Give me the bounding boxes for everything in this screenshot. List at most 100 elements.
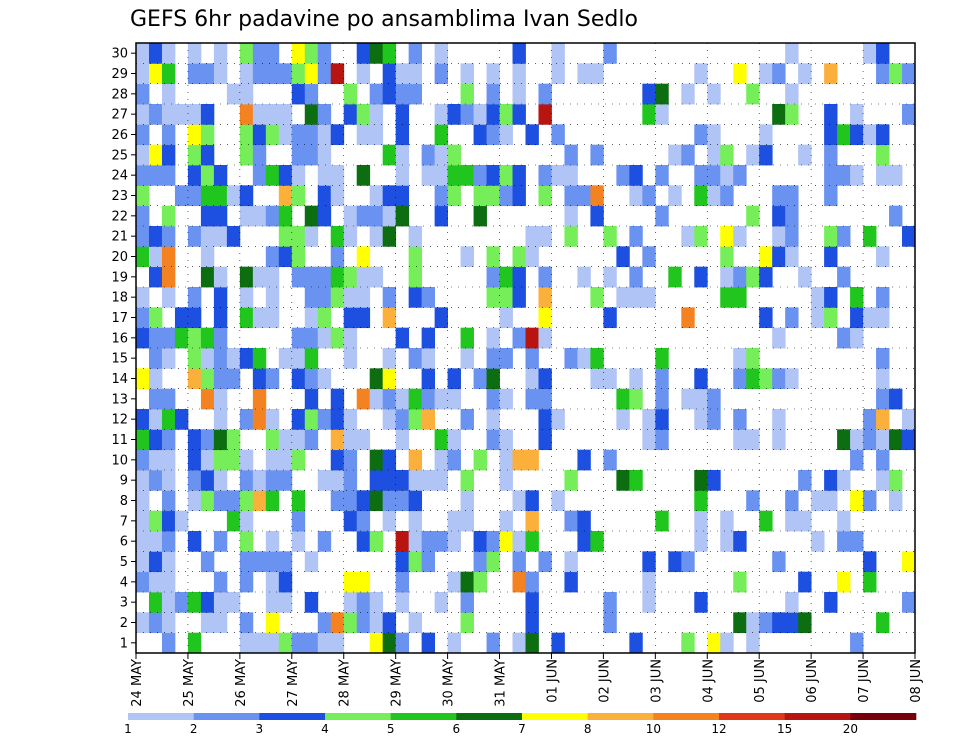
heatmap-cell [213,348,228,369]
heatmap-cell [525,612,539,634]
heatmap-cell [187,144,202,166]
heatmap-cell [668,266,682,288]
heatmap-cell [265,490,280,512]
heatmap-cell [265,266,280,288]
heatmap-cell [343,409,358,430]
heatmap-cell [369,531,384,552]
heatmap-cell [577,266,591,288]
heatmap-cell [343,592,358,613]
colorbar-swatch [193,713,260,720]
heatmap-cell [525,510,539,532]
heatmap-cell [876,429,890,451]
y-tick-label: 18 [111,291,128,306]
heatmap-cell [642,409,656,430]
heatmap-cell [343,83,358,105]
heatmap-cell [408,388,423,410]
heatmap-cell [473,185,487,207]
heatmap-cell [434,63,448,85]
heatmap-cell [136,327,150,349]
heatmap-cell [746,368,760,390]
colorbar-swatch [653,713,720,720]
heatmap-cell [343,449,358,471]
heatmap-cell [850,307,864,329]
heatmap-cell [850,429,864,451]
heatmap-cell [304,83,319,105]
heatmap-cell [330,226,345,247]
heatmap-cell [252,551,267,573]
heatmap-cell [525,449,539,471]
heatmap-cell [148,531,163,552]
heatmap-cell [187,449,202,471]
heatmap-cell [564,470,578,491]
heatmap-cell [746,429,760,451]
x-tick-label: 01 JUN [545,659,560,703]
heatmap-cell [317,632,332,654]
heatmap-cell [590,205,604,227]
heatmap-cell [278,449,293,471]
heatmap-cell [681,551,695,573]
heatmap-cell [395,409,410,430]
x-tick-label: 30 MAY [442,659,457,707]
heatmap-cell [798,470,812,491]
heatmap-cell [694,368,708,390]
y-tick-label: 26 [111,128,128,143]
heatmap-cell [616,409,630,430]
heatmap-cell [161,124,176,146]
heatmap-cell [694,388,708,410]
heatmap-cell [824,165,838,186]
heatmap-cell [304,307,319,329]
heatmap-cell [421,531,436,552]
heatmap-cell [200,592,215,613]
heatmap-cell [136,43,150,64]
heatmap-cell [148,470,163,491]
heatmap-cell [889,165,903,186]
colorbar-swatch [522,713,588,720]
heatmap-cell [304,348,319,369]
heatmap-cell [187,124,202,146]
heatmap-cell [187,429,202,451]
colorbar-swatch [259,713,326,720]
heatmap-cell [863,124,877,146]
heatmap-cell [486,266,500,288]
heatmap-cell [642,104,656,125]
heatmap-cell [136,368,150,390]
heatmap-cell [330,124,345,146]
heatmap-cell [148,592,163,613]
heatmap-cell [148,429,163,451]
heatmap-cell [226,510,241,532]
heatmap-cell [226,490,241,512]
y-tick-label: 15 [111,352,128,367]
heatmap-cell [213,185,228,207]
heatmap-cell [447,429,461,451]
heatmap-cell [512,165,526,186]
heatmap-cell [850,104,864,125]
heatmap-cell [733,531,747,552]
heatmap-cell [538,165,552,186]
heatmap-cell [408,287,423,308]
heatmap-cell [694,63,708,85]
heatmap-cell [421,388,436,410]
heatmap-cell [460,63,474,85]
heatmap-cell [304,551,319,573]
heatmap-cell [356,490,371,512]
heatmap-cell [317,368,332,390]
heatmap-cell [759,63,773,85]
colorbar-label: 2 [190,722,198,736]
heatmap-cell [681,83,695,105]
heatmap-cell [226,592,241,613]
heatmap-cell [278,592,293,613]
heatmap-cell [499,510,513,532]
heatmap-cell [408,449,423,471]
heatmap-cell [460,470,474,491]
heatmap-cell [902,226,916,247]
heatmap-cell [200,368,215,390]
heatmap-cell [369,185,384,207]
heatmap-cell [525,327,539,349]
heatmap-cell [447,165,461,186]
heatmap-cell [278,165,293,186]
heatmap-cell [226,83,241,105]
heatmap-cell [200,348,215,369]
heatmap-cell [902,63,916,85]
heatmap-cell [148,104,163,125]
heatmap-cell [395,144,410,166]
